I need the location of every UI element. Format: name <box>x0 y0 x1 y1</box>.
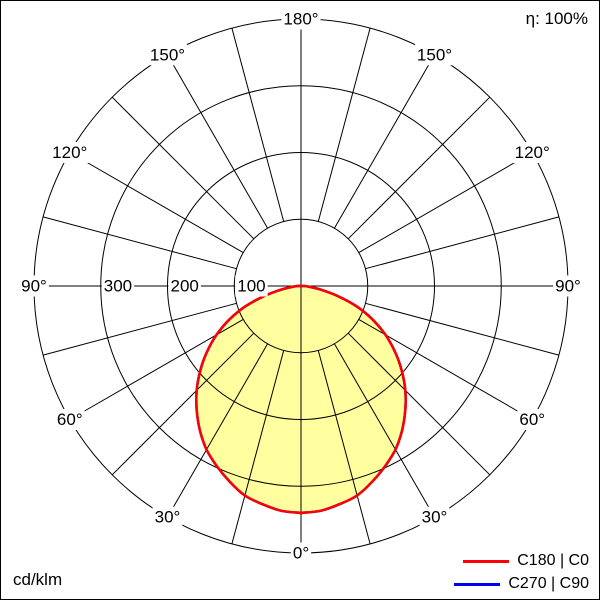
label-mask <box>235 275 268 297</box>
unit-label: cd/klm <box>13 570 63 589</box>
grid-spoke <box>231 27 285 222</box>
legend: C180 | C0 C270 | C90 <box>454 552 589 593</box>
label-mask <box>419 506 450 528</box>
label-mask <box>168 275 201 297</box>
label-mask <box>512 142 552 163</box>
angle-label: 120° <box>515 143 550 162</box>
grid-spoke <box>347 96 491 240</box>
radial-scale-label: 300 <box>104 277 132 296</box>
label-mask <box>19 275 49 297</box>
label-mask <box>414 44 455 66</box>
label-mask <box>147 44 188 66</box>
grid-spoke <box>69 152 244 254</box>
efficiency-label: η: 100% <box>525 9 588 28</box>
radial-scale-label: 200 <box>171 277 199 296</box>
label-mask <box>281 8 321 30</box>
angle-label: 120° <box>52 143 87 162</box>
grid-spoke <box>167 54 269 229</box>
angle-label: 150° <box>150 45 185 64</box>
intensity-curve-c180-c0 <box>195 284 407 515</box>
grid-spoke <box>231 350 285 545</box>
legend-item-c0-c180: C180 | C0 <box>454 552 589 570</box>
label-mask <box>290 542 312 564</box>
grid-spoke <box>111 332 255 476</box>
legend-line-blue <box>454 582 501 586</box>
grid-spoke <box>111 96 255 240</box>
grid-spoke <box>333 54 435 229</box>
label-mask <box>50 142 90 163</box>
legend-line-red <box>463 559 510 563</box>
grid-spoke <box>365 302 560 356</box>
angle-label: 0° <box>293 544 309 563</box>
label-mask <box>517 409 548 430</box>
angle-label: 90° <box>555 277 581 296</box>
label-mask <box>152 506 183 528</box>
legend-item-c90-c270: C270 | C90 <box>454 575 589 593</box>
angle-label: 60° <box>57 410 83 429</box>
legend-label-c0-c180: C180 | C0 <box>517 552 589 569</box>
grid-spoke <box>42 302 237 356</box>
label-mask <box>54 409 85 430</box>
legend-label-c90-c270: C270 | C90 <box>508 575 589 592</box>
grid-spoke <box>347 332 491 476</box>
grid-spoke <box>333 343 435 518</box>
grid-spoke <box>365 216 560 270</box>
angle-label: 180° <box>283 10 318 29</box>
angle-label: 150° <box>417 45 452 64</box>
label-mask <box>101 275 135 297</box>
grid-spoke <box>42 216 237 270</box>
angle-label: 30° <box>155 508 181 527</box>
angle-label: 90° <box>21 277 47 296</box>
angle-label: 30° <box>422 508 448 527</box>
grid-spoke <box>167 343 269 518</box>
grid-spoke <box>317 27 371 222</box>
label-mask <box>553 275 583 297</box>
grid-spoke <box>317 350 371 545</box>
radial-scale-label: 100 <box>237 277 265 296</box>
grid-spoke <box>358 152 533 254</box>
angle-label: 60° <box>519 410 545 429</box>
